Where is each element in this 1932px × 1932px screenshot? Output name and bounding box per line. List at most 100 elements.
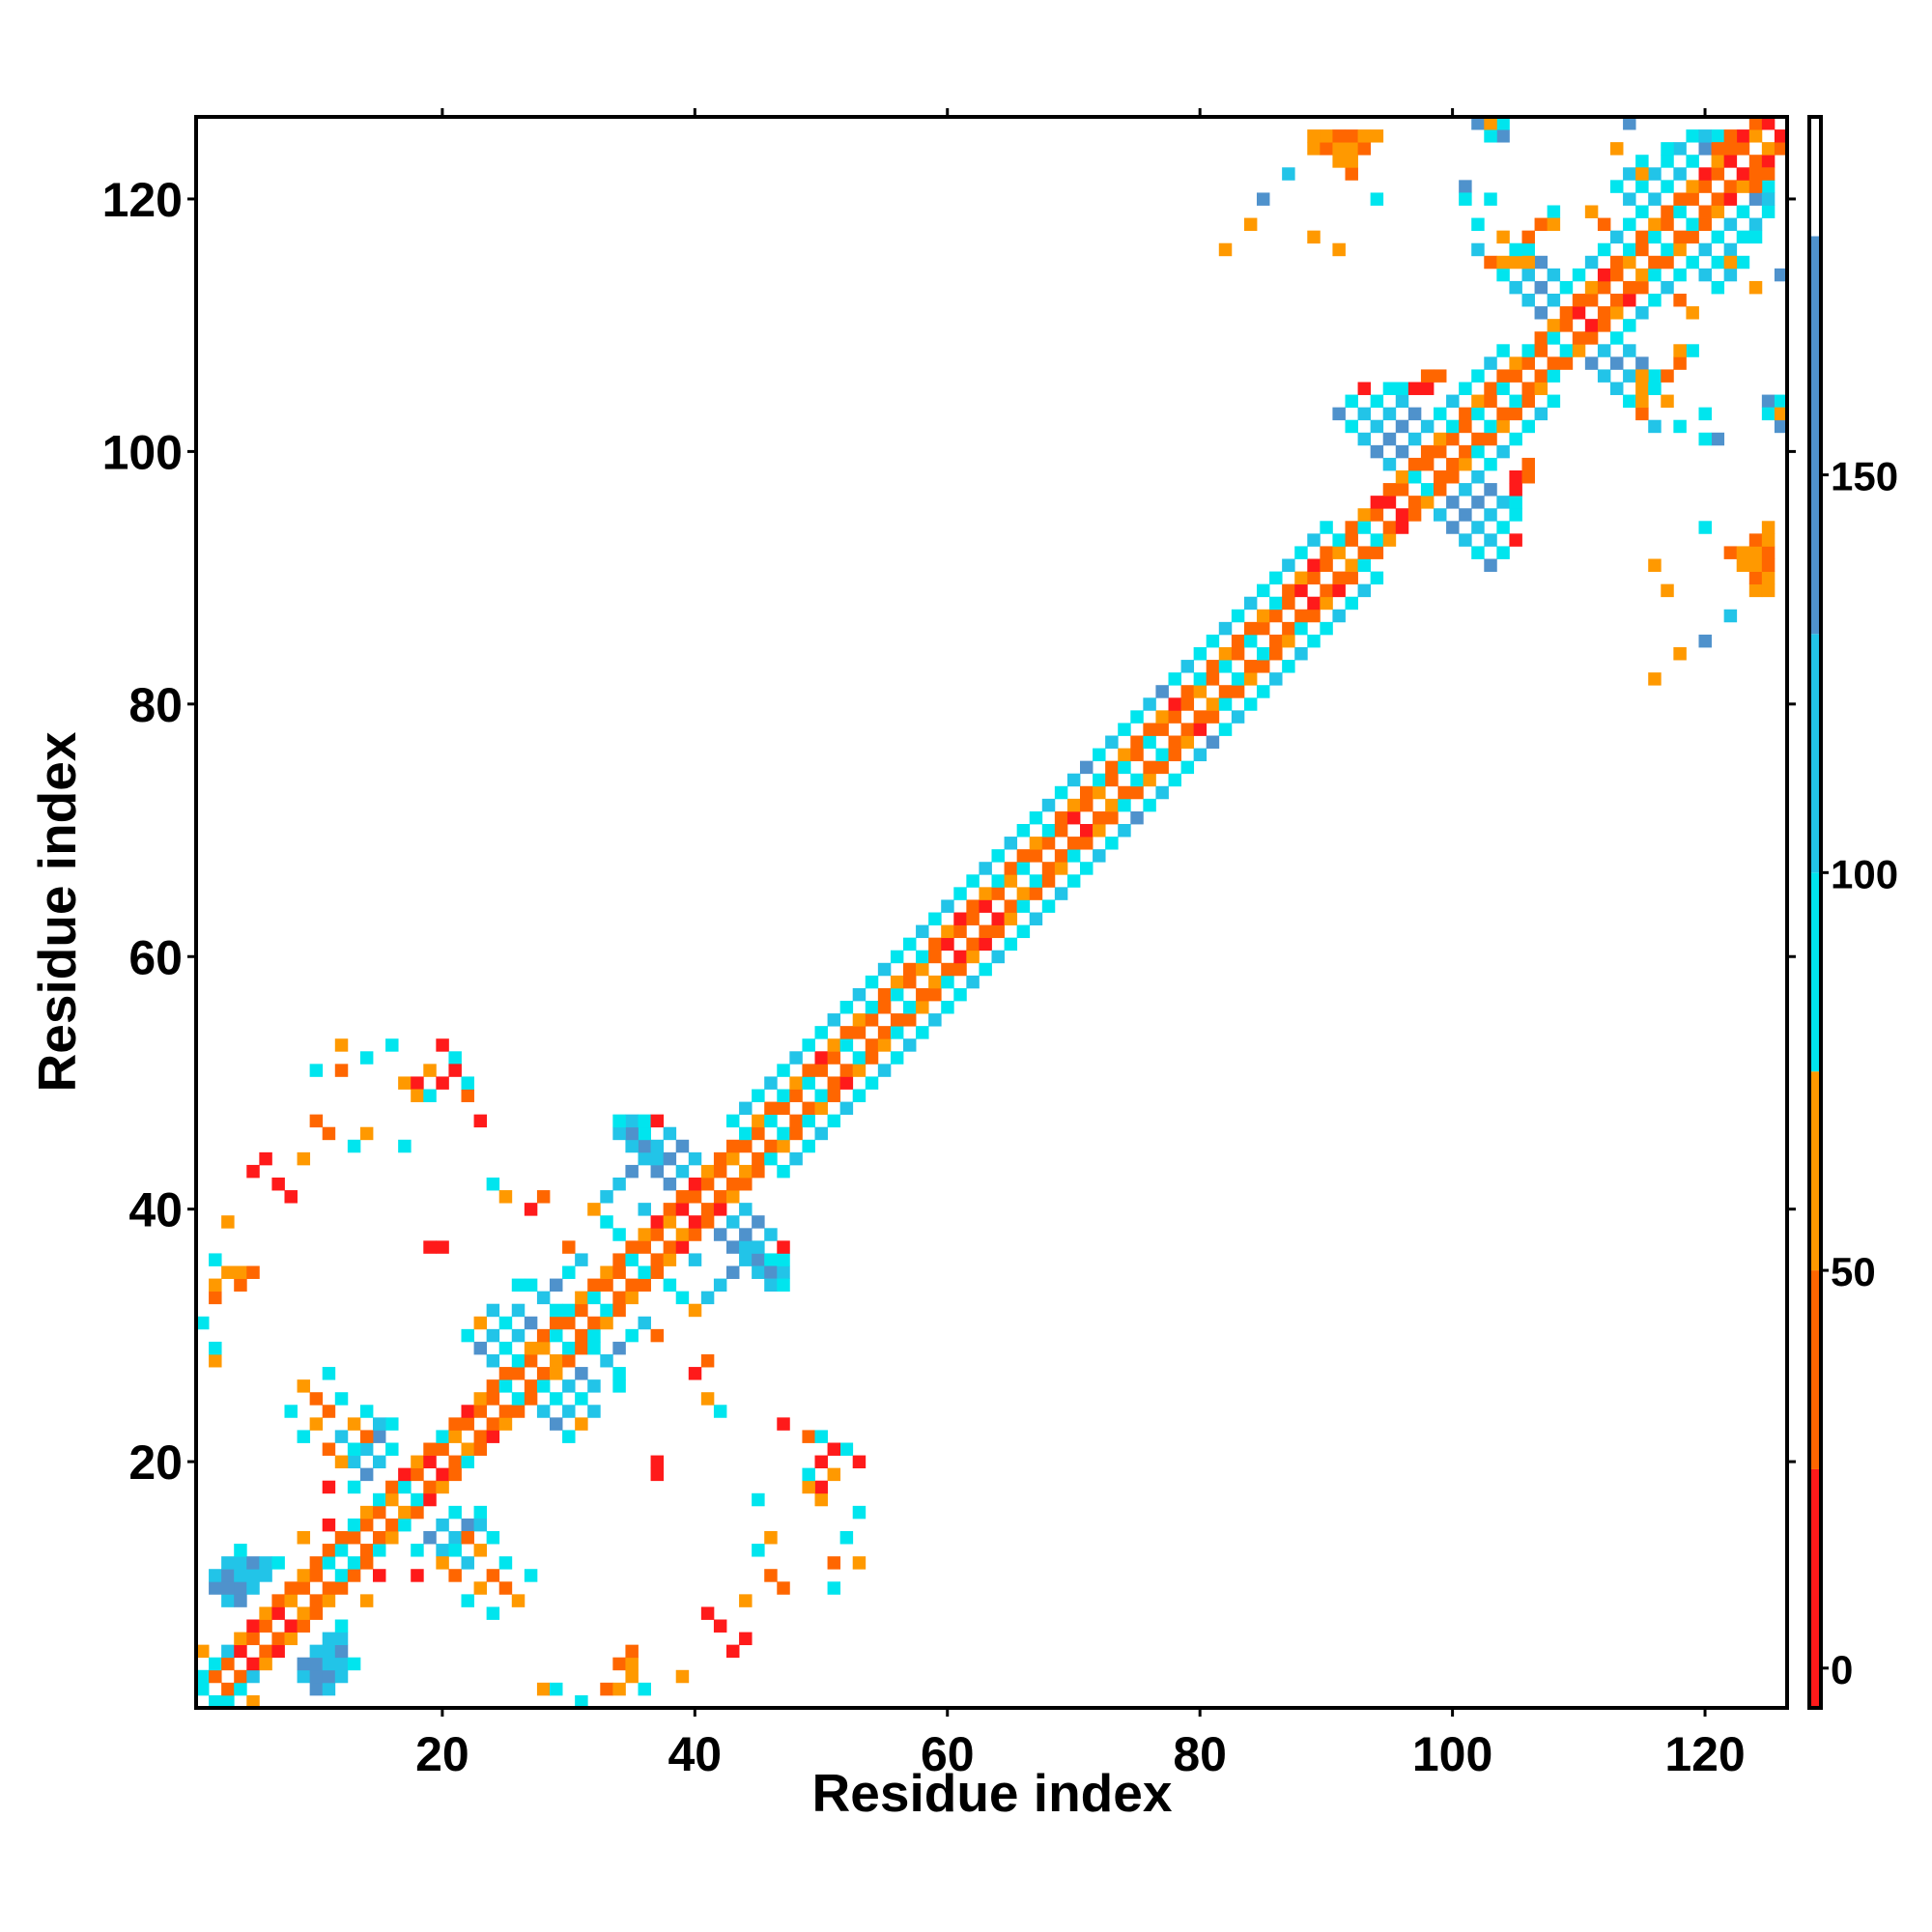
heatmap-cell — [1547, 319, 1561, 332]
heatmap-cell — [1143, 697, 1156, 711]
heatmap-cell — [726, 1240, 740, 1254]
heatmap-cell — [347, 1531, 361, 1545]
heatmap-cell — [246, 1632, 260, 1646]
heatmap-cell — [1610, 294, 1624, 307]
heatmap-cell — [1004, 912, 1018, 925]
heatmap-cell — [562, 1379, 576, 1393]
heatmap-cell — [448, 1064, 462, 1077]
heatmap-cell — [373, 1430, 386, 1443]
heatmap-cell — [524, 1569, 538, 1582]
heatmap-cell — [1572, 294, 1586, 307]
heatmap-cell — [1332, 155, 1346, 168]
heatmap-cell — [1407, 382, 1422, 395]
heatmap-cell — [1193, 647, 1208, 661]
heatmap-cell — [953, 987, 967, 1002]
heatmap-cell — [1345, 596, 1358, 611]
heatmap-cell — [1066, 773, 1081, 787]
heatmap-cell — [1332, 533, 1346, 547]
heatmap-cell — [1584, 319, 1599, 332]
heatmap-cell — [600, 1278, 613, 1293]
heatmap-cell — [865, 1001, 879, 1014]
heatmap-cell — [373, 1505, 386, 1520]
heatmap-cell — [1231, 685, 1245, 698]
heatmap-cell — [928, 950, 942, 964]
heatmap-cell — [1434, 407, 1447, 421]
heatmap-cell — [802, 1114, 815, 1128]
colorbar — [1807, 115, 1823, 1710]
heatmap-cell — [675, 1139, 690, 1153]
heatmap-cell — [1711, 192, 1725, 206]
heatmap-cell — [347, 1455, 361, 1469]
heatmap-cell — [1509, 255, 1522, 270]
heatmap-cell — [271, 1556, 285, 1570]
heatmap-cell — [1155, 760, 1169, 775]
heatmap-cell — [1623, 369, 1636, 383]
heatmap-cell — [498, 1556, 513, 1570]
heatmap-cell — [600, 1215, 613, 1229]
heatmap-cell — [359, 1518, 374, 1532]
heatmap-cell — [827, 1442, 841, 1456]
heatmap-cell — [1698, 242, 1712, 257]
heatmap-cell — [852, 1026, 867, 1039]
heatmap-cell — [739, 1240, 753, 1254]
heatmap-cell — [1420, 369, 1435, 383]
heatmap-cell — [550, 1367, 563, 1380]
heatmap-cell — [423, 1064, 437, 1077]
x-axis-title: Residue index — [812, 1763, 1173, 1823]
heatmap-cell — [536, 1190, 551, 1204]
heatmap-cell — [814, 1126, 828, 1141]
heatmap-cell — [625, 1253, 639, 1266]
heatmap-cell — [1547, 331, 1561, 345]
heatmap-cell — [448, 1455, 462, 1469]
heatmap-cell — [1534, 369, 1548, 383]
heatmap-cell — [1029, 887, 1043, 900]
heatmap-cell — [1345, 129, 1358, 143]
heatmap-cell — [1661, 205, 1674, 218]
heatmap-cell — [1761, 192, 1776, 206]
heatmap-cell — [1332, 142, 1346, 156]
heatmap-cell — [309, 1114, 324, 1128]
heatmap-cell — [436, 1038, 449, 1052]
heatmap-cell — [979, 862, 992, 875]
heatmap-cell — [713, 1151, 727, 1166]
heatmap-cell — [1496, 496, 1510, 509]
heatmap-cell — [1698, 268, 1712, 282]
heatmap-cell — [1016, 849, 1031, 863]
heatmap-cell — [663, 1278, 677, 1293]
heatmap-cell — [625, 1291, 639, 1305]
heatmap-cell — [334, 1619, 349, 1633]
heatmap-cell — [1484, 457, 1497, 471]
heatmap-cell — [966, 975, 980, 989]
heatmap-cell — [297, 1669, 311, 1684]
heatmap-cell — [1723, 129, 1738, 143]
heatmap-cell — [1269, 672, 1283, 686]
heatmap-cell — [271, 1178, 285, 1191]
heatmap-cell — [473, 1430, 488, 1443]
heatmap-cell — [916, 1001, 929, 1014]
heatmap-cell — [1661, 142, 1674, 156]
heatmap-cell — [1761, 546, 1776, 559]
heatmap-cell — [411, 1569, 424, 1582]
y-tick-label: 60 — [128, 930, 183, 984]
heatmap-cell — [700, 1215, 715, 1229]
heatmap-cell — [1509, 508, 1522, 522]
heatmap-cell — [209, 1581, 222, 1595]
heatmap-cell — [752, 1240, 765, 1254]
heatmap-cell — [221, 1682, 235, 1696]
heatmap-cell — [297, 1430, 311, 1443]
heatmap-cell — [663, 1203, 677, 1216]
heatmap-cell — [1521, 230, 1535, 244]
heatmap-cell — [536, 1291, 551, 1305]
heatmap-cell — [1496, 419, 1510, 434]
heatmap-cell — [1748, 117, 1763, 130]
heatmap-cell — [752, 1544, 765, 1557]
heatmap-cell — [322, 1544, 336, 1557]
heatmap-cell — [436, 1518, 449, 1532]
heatmap-cell — [1635, 242, 1649, 257]
heatmap-cell — [1370, 444, 1384, 459]
heatmap-cell — [1093, 824, 1106, 838]
heatmap-cell — [1370, 508, 1384, 522]
heatmap-cell — [600, 1354, 613, 1368]
heatmap-cell — [1218, 621, 1233, 636]
heatmap-cell — [941, 924, 954, 939]
